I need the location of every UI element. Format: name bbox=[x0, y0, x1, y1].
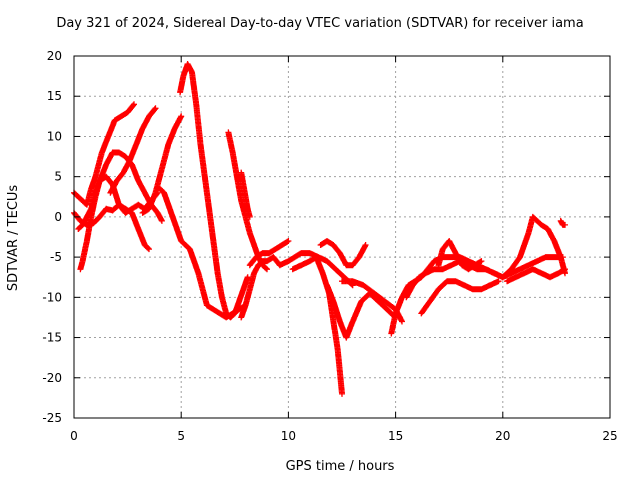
y-tick-label: 20 bbox=[47, 49, 62, 63]
data-marker-plus bbox=[403, 258, 506, 301]
series-sat-j bbox=[238, 250, 356, 321]
series-sat-d bbox=[77, 173, 161, 273]
data-marker-plus bbox=[77, 173, 161, 273]
y-tick-label: -5 bbox=[50, 250, 62, 264]
x-tick-label: 5 bbox=[177, 429, 185, 443]
x-tick-label: 10 bbox=[281, 429, 296, 443]
series-sat-k bbox=[238, 169, 253, 220]
series-sat-o bbox=[324, 282, 399, 341]
series-sat-h bbox=[177, 61, 251, 321]
x-tick-label: 15 bbox=[388, 429, 403, 443]
x-tick-label: 0 bbox=[70, 429, 78, 443]
data-marker-plus bbox=[435, 238, 485, 273]
data-marker-plus bbox=[71, 101, 137, 208]
series-sat-f bbox=[139, 113, 185, 216]
y-tick-label: -10 bbox=[42, 290, 62, 304]
data-marker-plus bbox=[238, 169, 253, 220]
data-marker-plus bbox=[177, 61, 251, 321]
data-marker-plus bbox=[317, 238, 369, 269]
axes: 0 5 10 15 20 25 -25 -20 -15 -10 -5 0 5 10 15 20 bbox=[42, 49, 617, 443]
y-tick-label: 0 bbox=[54, 210, 62, 224]
y-tick-label: -15 bbox=[42, 331, 62, 345]
y-tick-label: 5 bbox=[54, 170, 62, 184]
series-sat-v bbox=[504, 266, 568, 285]
series-sat-u bbox=[499, 213, 568, 281]
series-sat-w bbox=[557, 217, 568, 228]
series-sat-s bbox=[418, 278, 502, 317]
series-sat-e bbox=[107, 105, 159, 196]
x-tick-label: 25 bbox=[602, 429, 617, 443]
data-marker-plus bbox=[504, 266, 568, 285]
data-marker-plus bbox=[499, 213, 568, 281]
y-tick-label: 15 bbox=[47, 89, 62, 103]
y-axis-label: SDTVAR / TECUs bbox=[6, 185, 21, 292]
data-marker-plus bbox=[418, 278, 502, 317]
series-sat-n bbox=[317, 238, 369, 269]
series-sat-g bbox=[156, 185, 249, 321]
series-sat-m bbox=[289, 254, 345, 397]
series-sat-r bbox=[403, 258, 506, 301]
series-sat-t bbox=[435, 238, 485, 273]
data-marker-plus bbox=[557, 217, 568, 228]
data-marker-plus bbox=[139, 113, 185, 216]
x-axis-label: GPS time / hours bbox=[286, 459, 395, 474]
y-tick-label: -25 bbox=[42, 411, 62, 425]
plot-frame bbox=[73, 55, 611, 419]
y-tick-label: 10 bbox=[47, 129, 62, 143]
data-marker-plus bbox=[107, 105, 159, 196]
series-sat-b bbox=[71, 101, 137, 208]
data-marker-plus bbox=[246, 238, 292, 269]
data-marker-plus bbox=[156, 185, 249, 321]
data-marker-plus bbox=[238, 250, 356, 321]
data-points bbox=[71, 61, 568, 397]
y-tick-label: -20 bbox=[42, 371, 62, 385]
x-tick-label: 20 bbox=[495, 429, 510, 443]
chart-title: Day 321 of 2024, Sidereal Day-to-day VTE… bbox=[56, 16, 584, 31]
data-marker-plus bbox=[289, 254, 345, 397]
series-sat-l bbox=[246, 238, 292, 269]
data-marker-plus bbox=[324, 282, 399, 341]
